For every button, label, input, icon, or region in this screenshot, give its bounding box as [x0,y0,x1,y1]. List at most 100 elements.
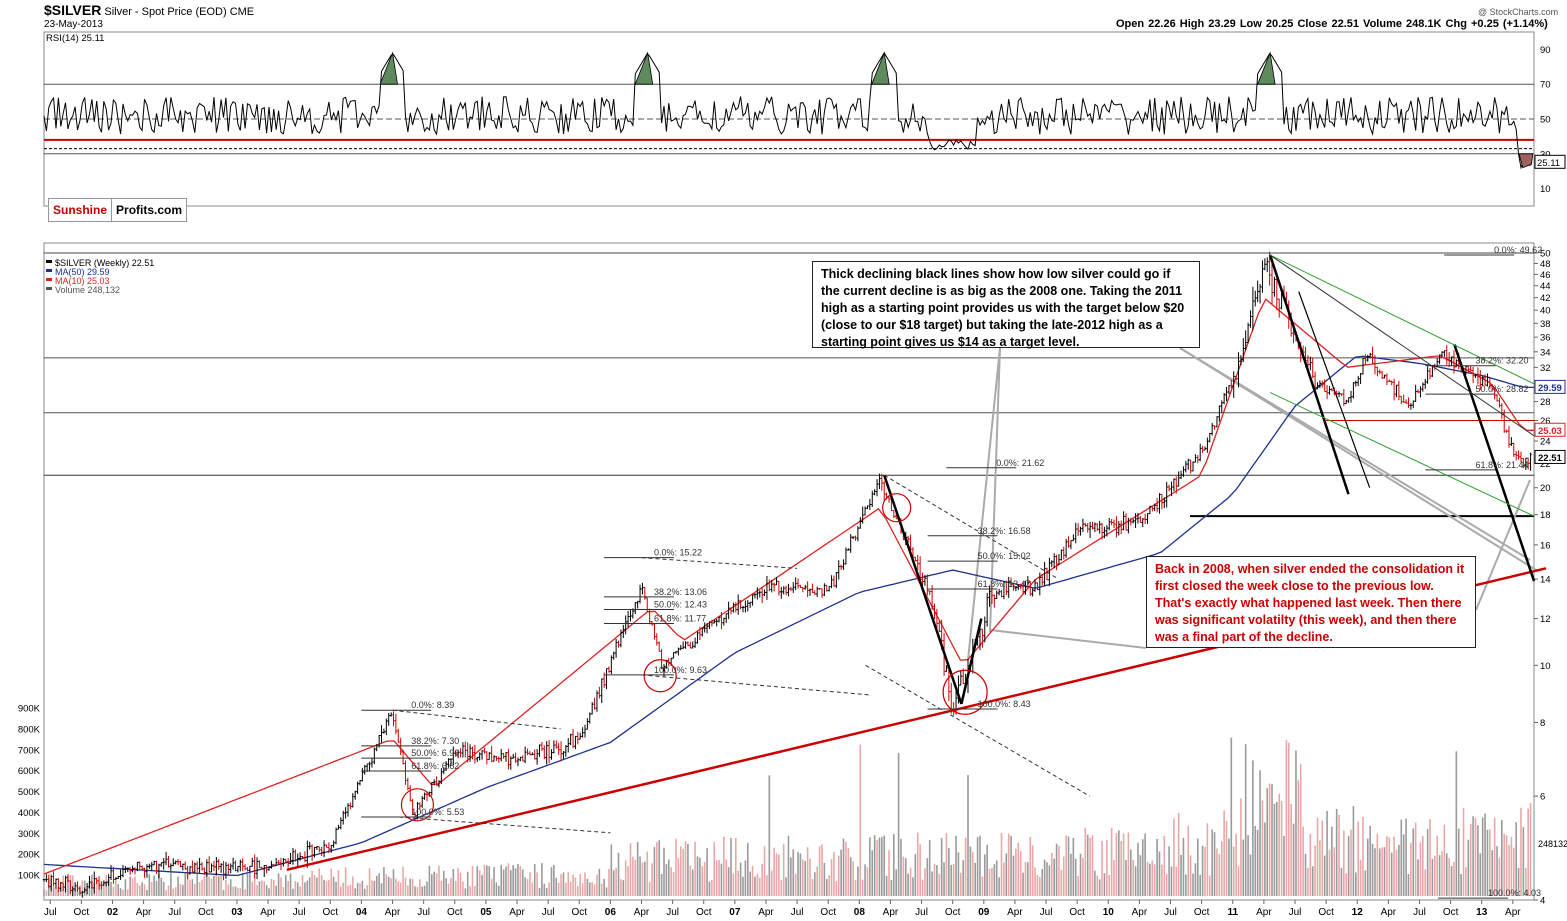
ticker-symbol: $SILVER [44,2,102,18]
volume-bar [1359,859,1362,896]
volume-bar [778,854,780,896]
rsi-overbought-fill [871,51,890,85]
volume-bar [1216,848,1218,896]
volume-bar [1271,784,1273,896]
volume-bar [45,890,48,896]
x-tick-label: Oct [198,907,214,918]
volume-bar [656,842,658,896]
volume-bar [495,882,498,896]
volume-bar [177,876,179,896]
volume-bar [955,835,957,896]
volume-bar [814,872,816,896]
volume-bar [375,875,378,896]
volume-bar [1249,854,1252,896]
volume-bar [1000,833,1003,896]
volume-bar [706,847,708,896]
price-tick-label: 32 [1540,363,1551,374]
volume-bar [1110,827,1113,896]
volume-bar [198,882,201,896]
volume-bar [1455,751,1458,896]
volume-bar [1132,859,1134,896]
volume-bar [308,877,311,896]
volume-bar [543,883,546,896]
volume-bar [919,844,921,896]
volume-bar [1491,850,1494,896]
x-tick-label: Jul [1164,907,1177,918]
volume-bar [385,874,388,896]
volume-bar [507,863,510,896]
volume-bar [1412,828,1415,896]
volume-bar [1005,853,1008,896]
volume-bar [509,870,512,896]
volume-bar [660,873,663,896]
volume-bar [493,867,495,896]
volume-bar [52,886,55,896]
volume-bar [1383,847,1386,896]
volume-bar [1393,836,1395,896]
volume-bar [1479,853,1482,896]
volume-bar [677,858,680,896]
x-tick-label: Apr [1381,907,1397,918]
fib-level-label: 61.8%: 21.44 [1475,460,1528,470]
volume-bar [1503,833,1506,896]
volume-bar [679,846,682,896]
volume-bar [1103,873,1106,896]
volume-bar [1177,812,1180,896]
volume-tick-label: 100K [18,871,41,882]
volume-bar [225,879,227,896]
last-value-badge [1534,449,1566,464]
volume-bar [95,881,98,896]
volume-bar [392,869,395,896]
volume-bar [1043,859,1046,896]
volume-bar [1194,863,1197,896]
volume-bar [234,886,237,896]
volume-bar [761,863,763,896]
volume-bar [1127,832,1130,896]
volume-bar [816,866,818,896]
fib-level-label: 100.0%: 8.43 [978,699,1031,709]
volume-bar [110,881,112,896]
volume-bar [1019,851,1022,896]
volume-bar [1036,874,1039,896]
volume-bar [244,889,246,896]
volume-bar [541,863,543,896]
rsi-tick-label: 90 [1540,45,1551,56]
x-tick-label: Apr [634,907,650,918]
volume-bar [974,862,976,896]
volume-bar [986,844,988,896]
x-tick-label: Apr [1132,907,1148,918]
volume-bar [1058,845,1060,896]
volume-bar [1276,801,1278,896]
volume-bar [1070,853,1072,896]
x-tick-label: Jul [1040,907,1053,918]
volume-bar [641,862,644,896]
rsi-tick-label: 50 [1540,115,1551,126]
fib-level-label: 38.2%: 16.58 [978,526,1031,536]
volume-bar [895,869,897,896]
legend-swatch [46,260,52,263]
volume-bar [725,859,728,896]
volume-bar [1395,849,1398,896]
logo-part-sunshine: Sunshine [53,203,108,217]
volume-bar [581,883,584,896]
x-tick-label: Jul [915,907,928,918]
volume-bar [1048,865,1051,896]
volume-bar [904,858,907,896]
volume-bar [557,882,560,896]
volume-bar [596,874,598,896]
volume-bar [821,844,823,896]
volume-bar [1319,840,1321,896]
x-tick-label: 12 [1352,907,1364,918]
volume-bar [366,885,368,896]
volume-bar [505,866,507,896]
volume-bar [766,875,768,896]
volume-bar [1060,869,1063,896]
volume-bar [1106,840,1108,896]
volume-bar [878,837,881,896]
x-tick-label: Oct [1069,907,1085,918]
volume-bar [1012,855,1015,896]
volume-bar [1122,833,1125,896]
fib-level-label: 50.0%: 6.96 [411,748,459,758]
volume-bar [715,860,718,896]
volume-bar [916,832,919,896]
